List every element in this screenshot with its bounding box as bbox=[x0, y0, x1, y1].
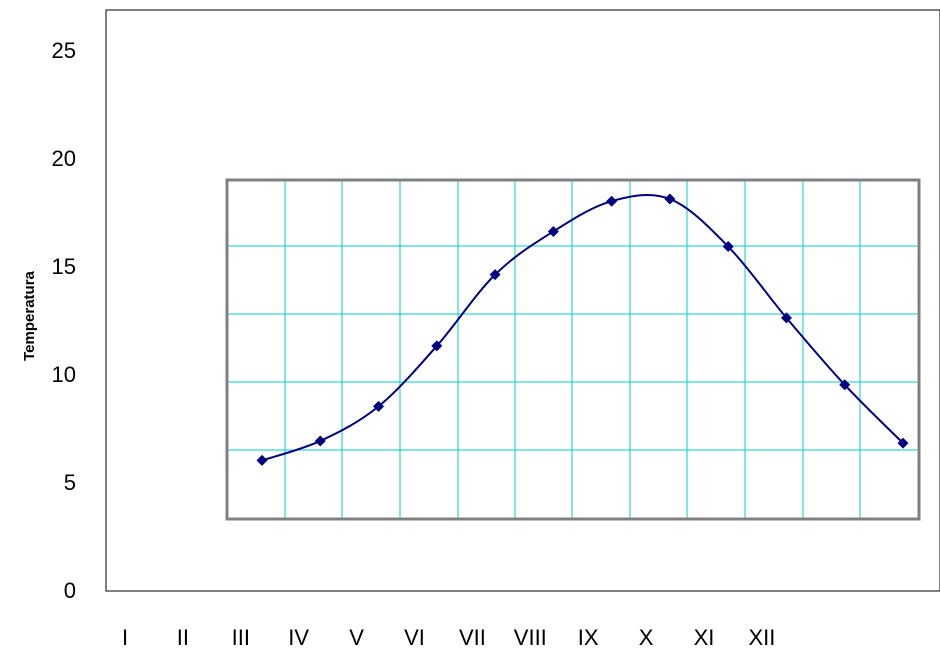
y-axis-ticks: 0 5 10 15 20 25 bbox=[52, 38, 76, 603]
data-point-marker bbox=[839, 379, 851, 391]
data-point-marker bbox=[722, 241, 734, 253]
inner-grid bbox=[227, 180, 919, 519]
x-tick-label: VII bbox=[459, 625, 486, 650]
x-tick-label: XI bbox=[694, 625, 715, 650]
x-tick-label: II bbox=[177, 625, 189, 650]
data-point-marker bbox=[373, 400, 385, 412]
data-point-marker bbox=[314, 435, 326, 447]
x-tick-label: V bbox=[349, 625, 364, 650]
x-tick-label: VI bbox=[404, 625, 425, 650]
x-tick-label: VIII bbox=[514, 625, 547, 650]
data-point-marker bbox=[489, 269, 501, 281]
y-tick-label: 0 bbox=[64, 578, 76, 603]
data-point-marker bbox=[897, 437, 909, 449]
y-tick-label: 10 bbox=[52, 362, 76, 387]
y-tick-label: 20 bbox=[52, 146, 76, 171]
plot-area-frame bbox=[105, 9, 940, 592]
data-point-marker bbox=[256, 454, 268, 466]
x-tick-label: III bbox=[232, 625, 250, 650]
data-point-marker bbox=[431, 340, 443, 352]
y-tick-label: 25 bbox=[52, 38, 76, 63]
inner-grid-frame bbox=[225, 178, 921, 521]
y-tick-label: 5 bbox=[64, 470, 76, 495]
x-tick-label: IX bbox=[578, 625, 599, 650]
data-point-marker bbox=[547, 225, 559, 237]
data-point-marker bbox=[664, 193, 676, 205]
x-tick-label: XII bbox=[748, 625, 775, 650]
data-point-marker bbox=[780, 312, 792, 324]
x-axis-ticks: I II III IV V VI VII VIII IX X XI XII bbox=[122, 625, 775, 650]
data-point-marker bbox=[606, 195, 618, 207]
x-tick-label: IV bbox=[288, 625, 309, 650]
x-tick-label: I bbox=[122, 625, 128, 650]
y-tick-label: 15 bbox=[52, 254, 76, 279]
y-axis-label: Temperatura bbox=[21, 270, 38, 360]
x-tick-label: X bbox=[639, 625, 654, 650]
series-markers bbox=[256, 193, 909, 466]
